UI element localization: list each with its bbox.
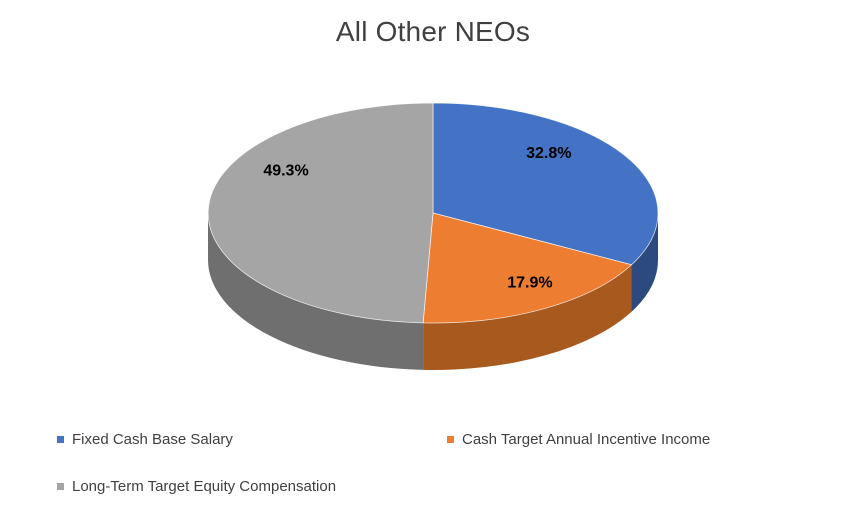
legend-label: Fixed Cash Base Salary [72, 430, 233, 448]
pie-data-label-0: 32.8% [526, 145, 571, 162]
chart-title: All Other NEOs [335, 16, 531, 47]
pie-chart: 32.8% 17.9% 49.3% [207, 102, 659, 370]
legend-marker-square [57, 435, 64, 443]
pie-slice-side-1 [423, 264, 632, 370]
legend-item-long-term-target-equity-compensation: Long-Term Target Equity Compensation [57, 477, 447, 495]
legend-marker-square [447, 435, 454, 443]
chart-legend: Fixed Cash Base Salary Cash Target Annua… [57, 430, 710, 495]
pie-slice-side-0 [631, 213, 658, 312]
pie-data-label-2: 49.3% [263, 163, 308, 180]
pie-slice-2 [207, 102, 434, 324]
pie-slice-0 [432, 102, 659, 266]
pie-slice-side-2 [208, 213, 424, 370]
pie-data-label-1: 17.9% [507, 274, 552, 291]
pie-slice-1 [422, 212, 632, 324]
legend-item-cash-target-annual-incentive-income: Cash Target Annual Incentive Income [447, 430, 710, 448]
legend-label: Long-Term Target Equity Compensation [72, 477, 337, 495]
legend-marker-square [57, 482, 64, 490]
legend-item-fixed-cash-base-salary: Fixed Cash Base Salary [57, 430, 447, 448]
legend-label: Cash Target Annual Incentive Income [462, 430, 711, 448]
